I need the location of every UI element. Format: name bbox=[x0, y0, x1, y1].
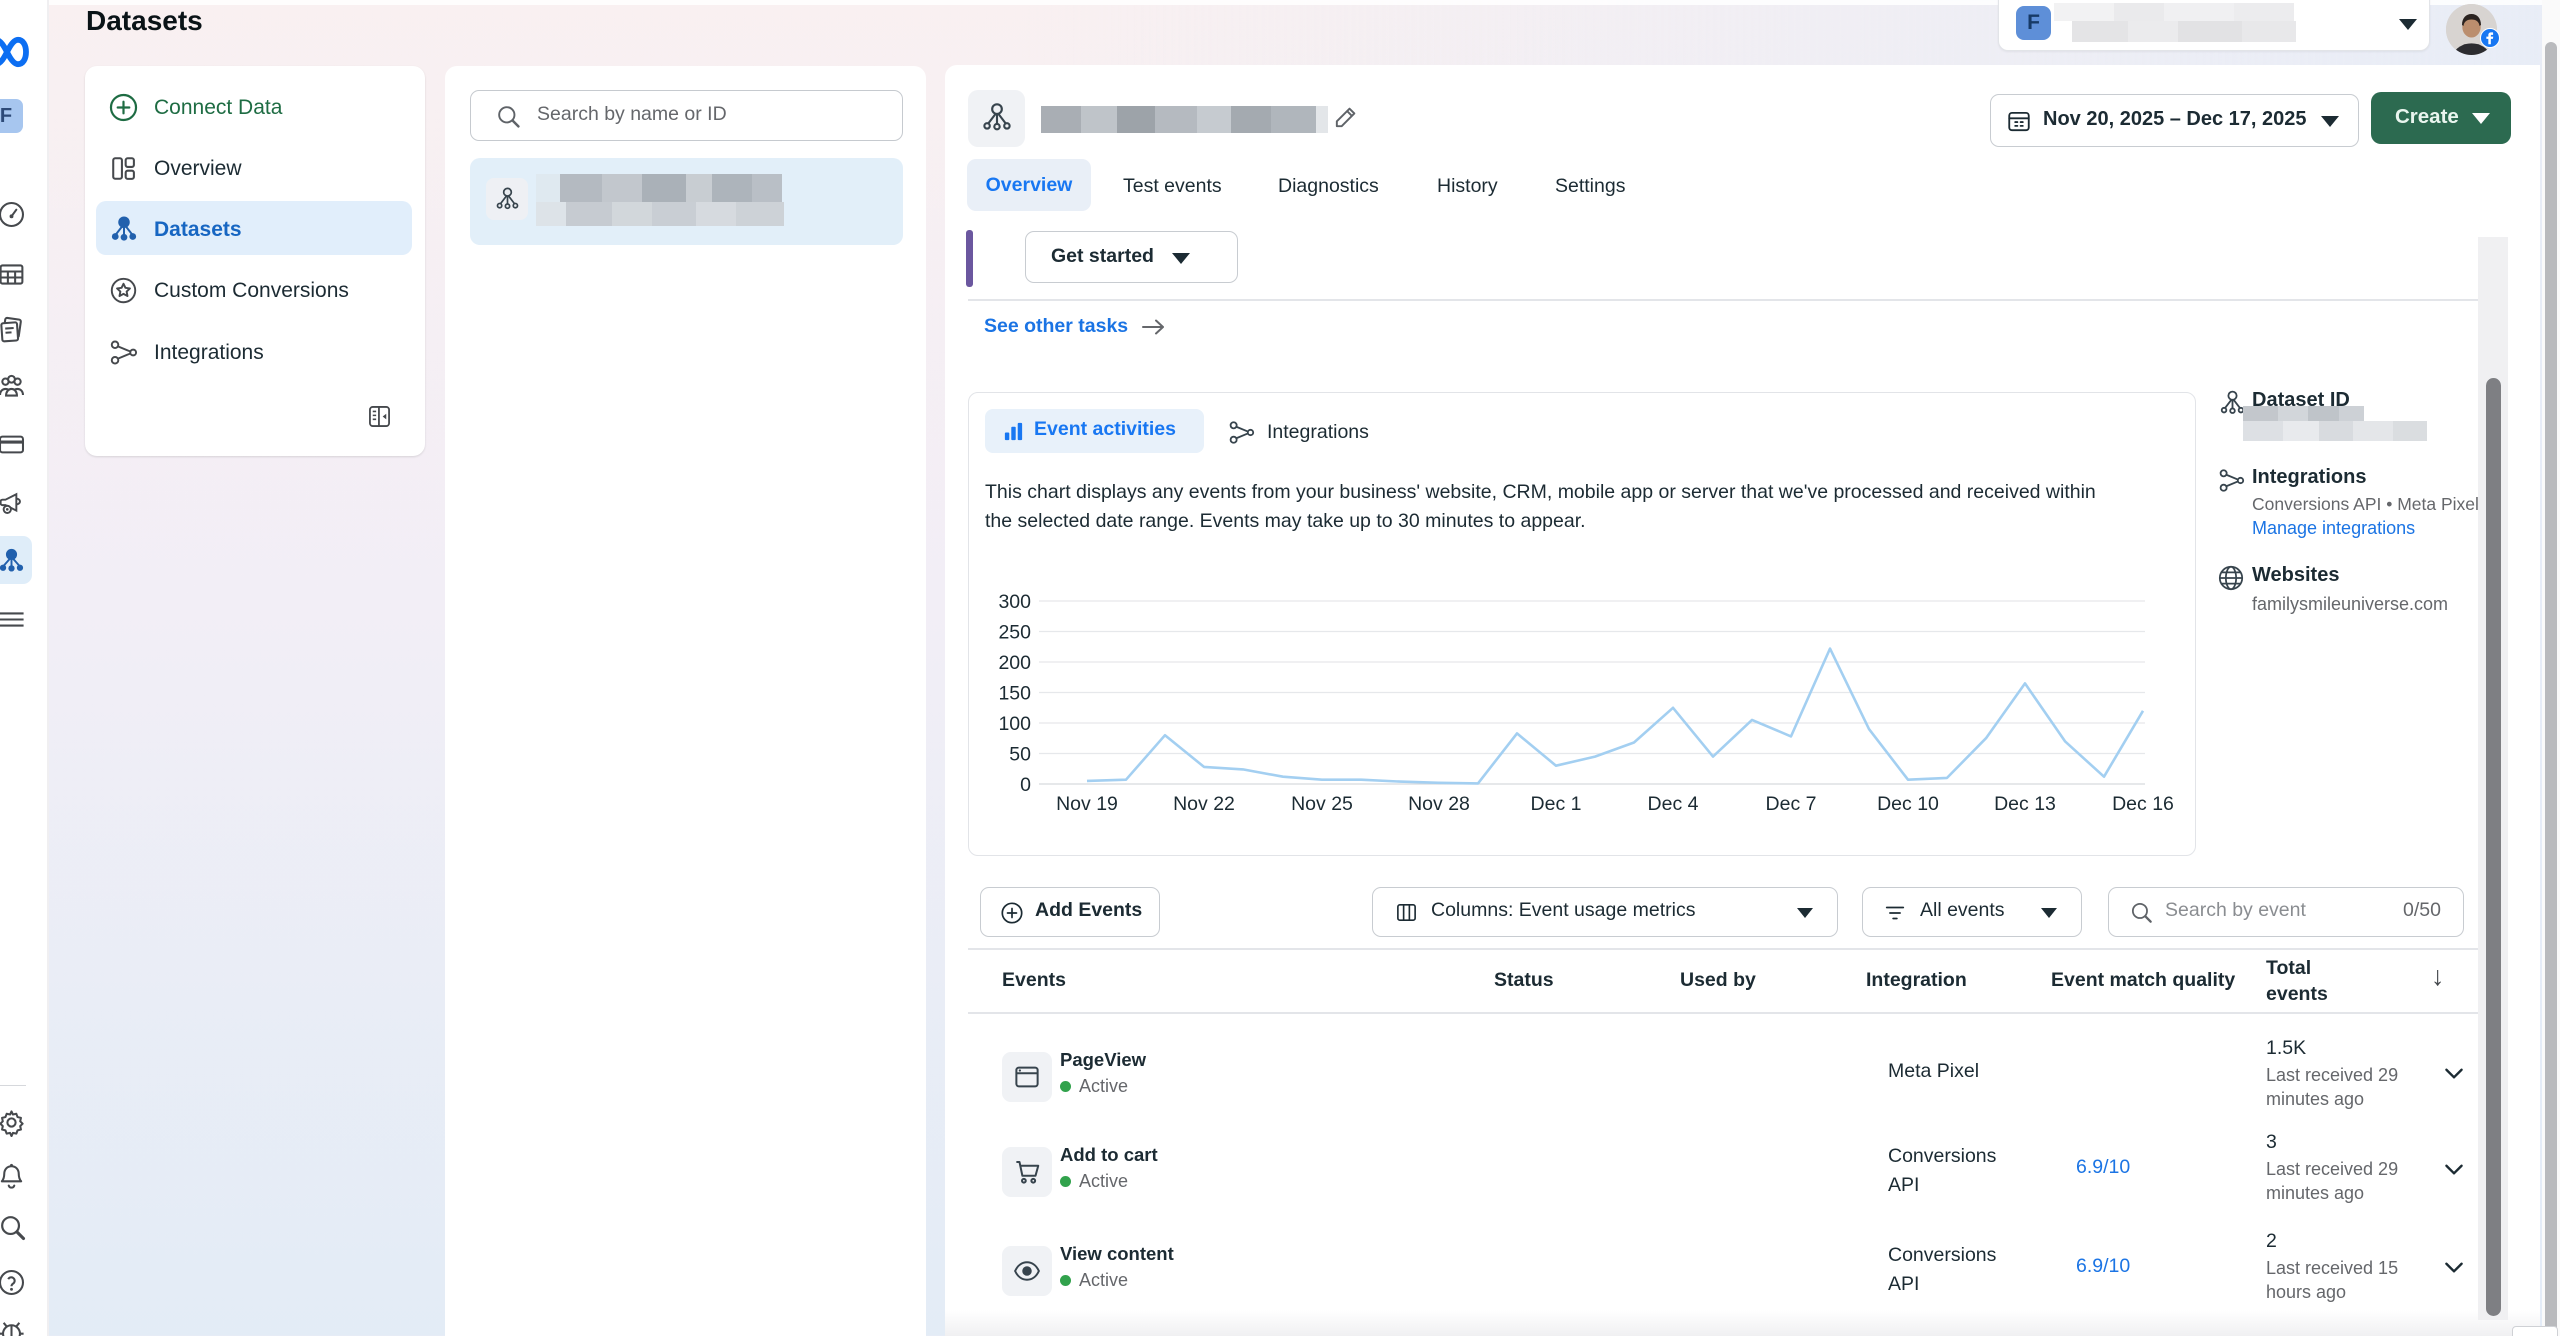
svg-text:Dec 13: Dec 13 bbox=[1994, 793, 2056, 815]
svg-text:Nov 19: Nov 19 bbox=[1056, 793, 1118, 815]
svg-text:0: 0 bbox=[1020, 774, 1031, 796]
svg-text:Nov 28: Nov 28 bbox=[1408, 793, 1470, 815]
svg-text:Dec 1: Dec 1 bbox=[1531, 793, 1582, 815]
svg-text:100: 100 bbox=[998, 713, 1031, 735]
svg-text:250: 250 bbox=[998, 622, 1031, 644]
svg-text:200: 200 bbox=[998, 652, 1031, 674]
svg-text:Nov 22: Nov 22 bbox=[1173, 793, 1235, 815]
svg-text:Dec 16: Dec 16 bbox=[2112, 793, 2174, 815]
svg-text:Nov 25: Nov 25 bbox=[1291, 793, 1353, 815]
svg-text:150: 150 bbox=[998, 683, 1031, 705]
svg-text:300: 300 bbox=[998, 591, 1031, 613]
svg-text:Dec 4: Dec 4 bbox=[1648, 793, 1699, 815]
svg-text:50: 50 bbox=[1009, 744, 1031, 766]
svg-text:Dec 7: Dec 7 bbox=[1766, 793, 1817, 815]
svg-text:Dec 10: Dec 10 bbox=[1877, 793, 1939, 815]
